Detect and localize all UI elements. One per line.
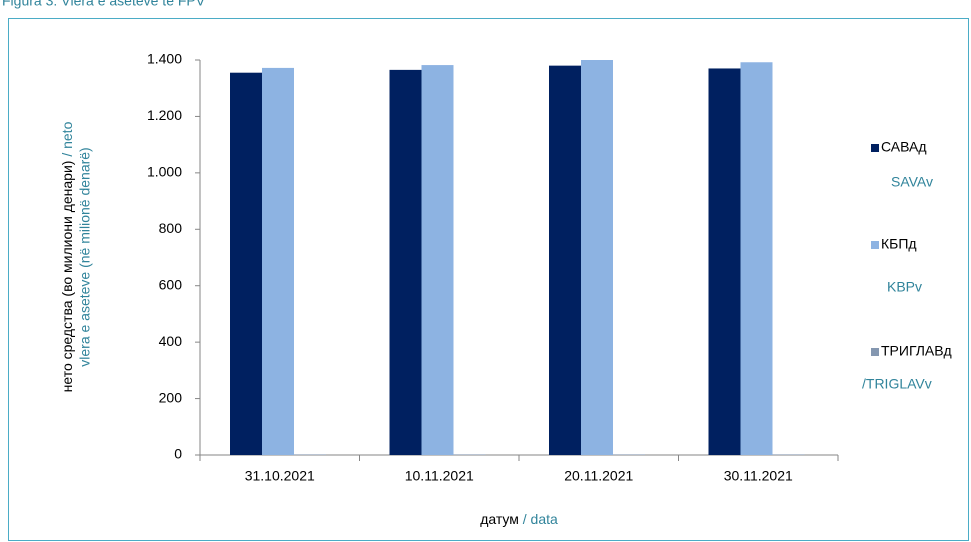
y-tick-label: 400	[159, 333, 183, 349]
x-label-mk: датум	[480, 511, 519, 527]
bar	[421, 65, 454, 455]
y-tick-label: 800	[159, 220, 183, 236]
y-axis-label: нето средства (во милиони денари) / neto…	[59, 121, 93, 392]
x-tick-label: 31.10.2021	[245, 468, 315, 484]
x-tick-label: 10.11.2021	[405, 468, 474, 484]
legend-swatch	[871, 348, 879, 356]
x-axis-label: датум / data	[480, 511, 558, 527]
x-label-sq: / data	[523, 511, 558, 527]
y-tick-label: 1.200	[147, 107, 182, 123]
bar	[581, 60, 613, 455]
bar	[549, 65, 581, 456]
y-label-sq: / neto	[59, 121, 75, 156]
y-tick-label: 600	[159, 276, 183, 292]
bar	[294, 454, 326, 455]
bar	[613, 454, 645, 455]
legend-label: КБПд	[881, 236, 917, 252]
legend-label-alt: /TRIGLAVv	[862, 376, 932, 392]
y-tick-label: 200	[159, 389, 183, 405]
y-axis-label-line: нето средства (во милиони денари) / neto	[59, 121, 75, 392]
legend-swatch	[871, 241, 879, 249]
bar	[230, 72, 262, 456]
legend-label-alt: SAVAv	[891, 174, 933, 190]
legend-label: ТРИГЛАВд	[881, 343, 952, 359]
legend-label: САВАд	[881, 139, 927, 155]
chart-frame	[8, 18, 969, 541]
bar	[772, 454, 805, 455]
x-tick-label: 20.11.2021	[564, 468, 633, 484]
y-label-sq-2: vlera e aseteve (në milionë denarë)	[77, 147, 93, 366]
bar	[262, 67, 294, 456]
y-tick-label: 1.400	[147, 51, 182, 67]
bar	[453, 454, 486, 455]
legend-label-alt: KBPv	[887, 279, 922, 295]
y-tick-label: 1.000	[147, 164, 182, 180]
bar	[708, 68, 741, 455]
y-label-mk: нето средства (во милиони денари)	[59, 161, 75, 393]
chart-title: Figura 3: Vlera e aseteve të FPV	[2, 0, 206, 9]
legend-swatch	[871, 144, 879, 152]
y-tick-label: 0	[174, 446, 182, 462]
bar	[740, 62, 773, 455]
bar	[389, 69, 422, 455]
x-tick-label: 30.11.2021	[724, 468, 793, 484]
